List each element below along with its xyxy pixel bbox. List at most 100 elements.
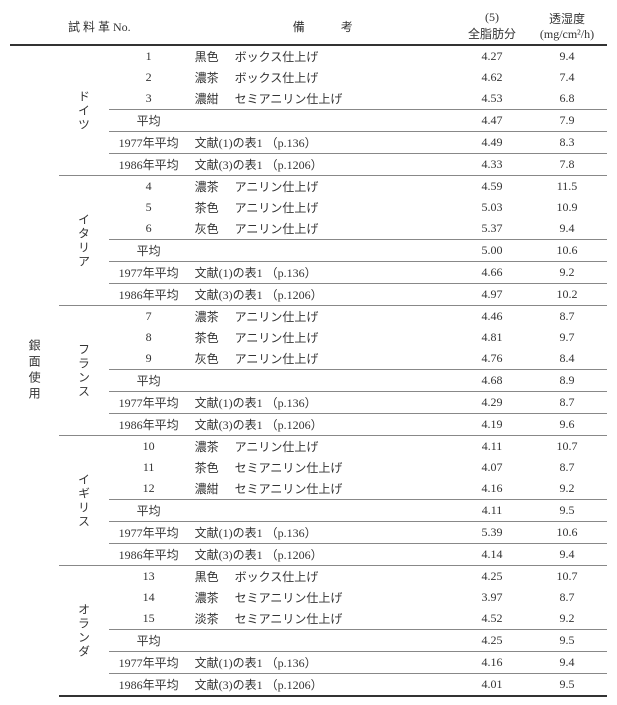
- header-sample: 試 料 革 No.: [10, 8, 189, 45]
- avg-perm: 8.9: [527, 370, 607, 392]
- finish-text: アニリン仕上げ: [235, 178, 319, 195]
- finish-text: アニリン仕上げ: [235, 308, 319, 325]
- finish-text: セミアニリン仕上げ: [235, 459, 343, 476]
- sample-no: 3: [109, 88, 189, 110]
- ref-perm: 7.8: [527, 154, 607, 176]
- sample-no: 1: [109, 45, 189, 67]
- finish-text: セミアニリン仕上げ: [235, 90, 343, 107]
- avg-label: 平均: [109, 110, 189, 132]
- avg-perm: 7.9: [527, 110, 607, 132]
- ref-note: 文献(1)の表1 （p.136）: [189, 262, 457, 284]
- ref-note: 文献(1)の表1 （p.136）: [189, 652, 457, 674]
- ref-note: 文献(3)の表1 （p.1206）: [189, 674, 457, 697]
- avg-perm: 9.5: [527, 500, 607, 522]
- avg-perm: 10.6: [527, 240, 607, 262]
- perm-value: 8.7: [527, 457, 607, 478]
- header-fat: (5)全脂肪分: [457, 8, 527, 45]
- fat-value: 4.76: [457, 348, 527, 370]
- color-text: 濃茶: [195, 69, 219, 86]
- ref-perm: 9.5: [527, 674, 607, 697]
- ref-note: 文献(3)の表1 （p.1206）: [189, 544, 457, 566]
- ref-note: 文献(3)の表1 （p.1206）: [189, 414, 457, 436]
- color-text: 灰色: [195, 220, 219, 237]
- color-text: 黒色: [195, 568, 219, 585]
- avg-label: 平均: [109, 240, 189, 262]
- perm-value: 9.2: [527, 608, 607, 630]
- ref-fat: 4.16: [457, 652, 527, 674]
- perm-value: 8.4: [527, 348, 607, 370]
- ref-fat: 4.14: [457, 544, 527, 566]
- ref-fat: 4.29: [457, 392, 527, 414]
- perm-value: 9.4: [527, 45, 607, 67]
- fat-value: 3.97: [457, 587, 527, 608]
- ref-year: 1977年平均: [109, 392, 189, 414]
- perm-value: 9.7: [527, 327, 607, 348]
- leather-data-table: 試 料 革 No.備 考(5)全脂肪分透湿度(mg/cm²/h)銀面使用ドイツ1…: [10, 8, 607, 697]
- fat-value: 4.07: [457, 457, 527, 478]
- country-label: フランス: [59, 306, 108, 436]
- ref-year: 1977年平均: [109, 652, 189, 674]
- country-label: イタリア: [59, 176, 108, 306]
- fat-value: 4.25: [457, 566, 527, 588]
- ref-year: 1977年平均: [109, 522, 189, 544]
- finish-text: アニリン仕上げ: [235, 220, 319, 237]
- color-text: 濃茶: [195, 178, 219, 195]
- note-cell: 淡茶セミアニリン仕上げ: [189, 608, 457, 630]
- ref-fat: 4.19: [457, 414, 527, 436]
- sample-no: 15: [109, 608, 189, 630]
- ref-perm: 9.6: [527, 414, 607, 436]
- avg-fat: 4.47: [457, 110, 527, 132]
- perm-value: 6.8: [527, 88, 607, 110]
- fat-value: 4.62: [457, 67, 527, 88]
- sample-no: 14: [109, 587, 189, 608]
- sample-no: 5: [109, 197, 189, 218]
- finish-text: アニリン仕上げ: [235, 199, 319, 216]
- perm-value: 10.7: [527, 566, 607, 588]
- ref-year: 1977年平均: [109, 262, 189, 284]
- avg-perm: 9.5: [527, 630, 607, 652]
- ref-perm: 9.4: [527, 544, 607, 566]
- perm-value: 9.2: [527, 478, 607, 500]
- color-text: 濃茶: [195, 308, 219, 325]
- fat-value: 4.11: [457, 436, 527, 458]
- fat-value: 5.03: [457, 197, 527, 218]
- color-text: 濃紺: [195, 480, 219, 497]
- fat-value: 4.59: [457, 176, 527, 198]
- color-text: 淡茶: [195, 610, 219, 627]
- finish-text: セミアニリン仕上げ: [235, 480, 343, 497]
- fat-value: 4.53: [457, 88, 527, 110]
- avg-note-empty: [189, 110, 457, 132]
- color-text: 濃紺: [195, 90, 219, 107]
- avg-fat: 4.68: [457, 370, 527, 392]
- sample-no: 2: [109, 67, 189, 88]
- finish-text: ボックス仕上げ: [235, 69, 319, 86]
- ref-note: 文献(3)の表1 （p.1206）: [189, 154, 457, 176]
- ref-fat: 4.01: [457, 674, 527, 697]
- note-cell: 灰色アニリン仕上げ: [189, 218, 457, 240]
- ref-fat: 4.33: [457, 154, 527, 176]
- avg-note-empty: [189, 500, 457, 522]
- note-cell: 濃茶セミアニリン仕上げ: [189, 587, 457, 608]
- ref-year: 1986年平均: [109, 154, 189, 176]
- ref-fat: 4.66: [457, 262, 527, 284]
- ref-note: 文献(3)の表1 （p.1206）: [189, 284, 457, 306]
- color-text: 茶色: [195, 199, 219, 216]
- country-label: イギリス: [59, 436, 108, 566]
- ref-fat: 4.97: [457, 284, 527, 306]
- note-cell: 茶色アニリン仕上げ: [189, 327, 457, 348]
- ref-fat: 5.39: [457, 522, 527, 544]
- ref-perm: 8.7: [527, 392, 607, 414]
- finish-text: ボックス仕上げ: [235, 568, 319, 585]
- sample-no: 10: [109, 436, 189, 458]
- color-text: 灰色: [195, 350, 219, 367]
- note-cell: 茶色アニリン仕上げ: [189, 197, 457, 218]
- ref-perm: 9.4: [527, 652, 607, 674]
- avg-note-empty: [189, 240, 457, 262]
- fat-value: 4.27: [457, 45, 527, 67]
- ref-year: 1986年平均: [109, 284, 189, 306]
- note-cell: 黒色ボックス仕上げ: [189, 45, 457, 67]
- sample-no: 8: [109, 327, 189, 348]
- perm-value: 8.7: [527, 306, 607, 328]
- note-cell: 黒色ボックス仕上げ: [189, 566, 457, 588]
- color-text: 黒色: [195, 48, 219, 65]
